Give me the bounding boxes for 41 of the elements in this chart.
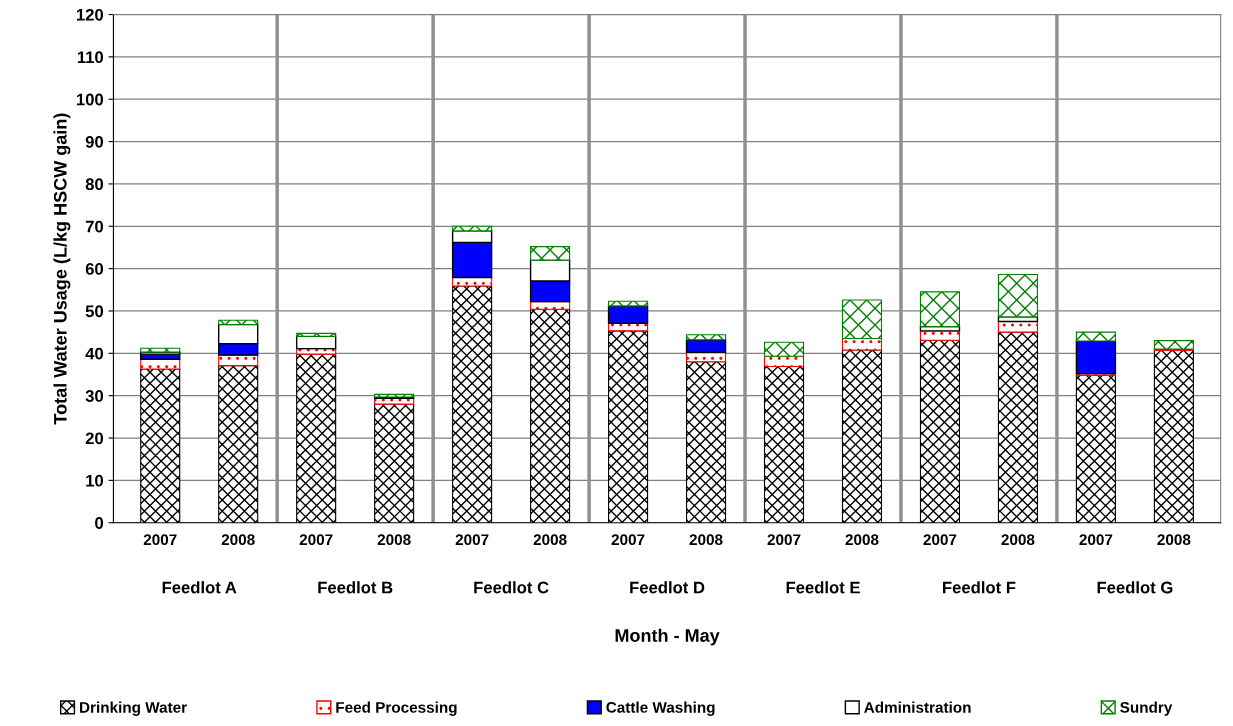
y-tick-label: 30 — [85, 390, 104, 402]
y-tick-label: 100 — [76, 93, 104, 106]
y-tick-label: 40 — [85, 347, 104, 360]
text: Feedlot E — [786, 581, 860, 594]
y-tick-label: 0 — [95, 517, 104, 529]
x-tick-label: 2007 — [923, 534, 957, 546]
text: Feedlot B — [318, 581, 393, 594]
x-tick-label: 2007 — [1079, 534, 1113, 546]
legend-label: Sundry — [1120, 701, 1173, 716]
x-tick-label: 2008 — [1001, 534, 1035, 546]
legend-label: Administration — [864, 701, 971, 713]
y-tick-label: 70 — [85, 220, 104, 233]
x-tick-label: 2007 — [299, 534, 333, 546]
x-tick-label: 2008 — [689, 534, 723, 546]
text: Feedlot G — [1097, 581, 1173, 594]
y-tick-label: 10 — [86, 474, 104, 487]
text: Feedlot F — [943, 581, 1016, 594]
x-tick-label: 2008 — [845, 534, 879, 546]
x-tick-label: 2007 — [611, 534, 645, 546]
y-axis-title: Total Water Usage (L/kg HSCW gain) — [53, 113, 71, 425]
x-tick-label: 2008 — [221, 534, 255, 546]
text: Feedlot D — [630, 581, 705, 594]
y-tick-label: 80 — [85, 178, 104, 191]
y-tick-label: 90 — [85, 135, 104, 148]
y-tick-label: 60 — [85, 263, 104, 275]
text: Feedlot C — [474, 581, 549, 594]
legend-label: Cattle Washing — [606, 701, 715, 716]
x-tick-label: 2007 — [143, 534, 177, 546]
x-tick-label: 2007 — [767, 534, 801, 546]
x-tick-label: 2008 — [377, 534, 411, 546]
text: Feedlot A — [162, 581, 237, 594]
x-tick-label: 2008 — [1157, 534, 1191, 546]
y-tick-label: 120 — [76, 8, 104, 21]
legend-label: Feed Processing — [336, 701, 457, 716]
x-tick-label: 2007 — [455, 534, 489, 546]
x-axis-title: Month - May — [615, 628, 720, 646]
y-tick-label: 50 — [85, 305, 104, 318]
y-tick-label: 110 — [77, 51, 104, 64]
y-tick-label: 20 — [85, 432, 104, 445]
legend-label: Drinking Water — [80, 701, 187, 716]
x-tick-label: 2008 — [533, 534, 567, 546]
